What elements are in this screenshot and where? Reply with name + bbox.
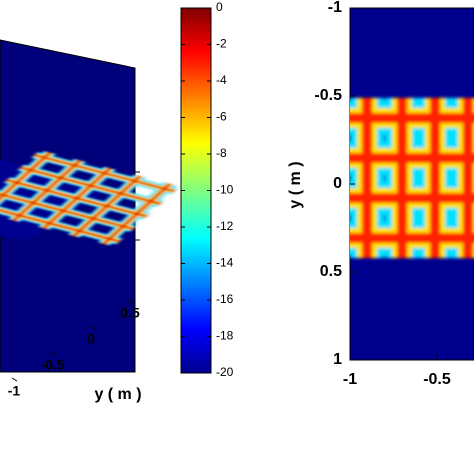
colorbar-tick-label: -16 bbox=[216, 292, 234, 306]
surface-axis-label: y ( m ) bbox=[94, 386, 141, 403]
y-tick-label: 0.5 bbox=[320, 263, 342, 280]
colorbar-tick-label: 0 bbox=[216, 0, 223, 14]
y-tick-label: 0 bbox=[333, 175, 342, 192]
surface-box bbox=[0, 39, 178, 373]
tick-mark bbox=[50, 351, 56, 356]
colorbar-tick-label: -4 bbox=[216, 73, 227, 87]
colorbar-tick-label: -18 bbox=[216, 329, 234, 343]
colorbar-tick-label: -8 bbox=[216, 146, 227, 160]
colorbar-tick-label: -12 bbox=[216, 219, 234, 233]
heatmap-pattern bbox=[350, 98, 474, 258]
axis-tick-label: 0.5 bbox=[120, 305, 140, 321]
y-tick-label: 1 bbox=[333, 351, 342, 368]
colorbar-tick-label: -20 bbox=[216, 365, 234, 379]
colorbar-tick-label: -6 bbox=[216, 110, 227, 124]
x-tick-label: -0.5 bbox=[423, 371, 451, 388]
axis-tick-label: -0.5 bbox=[41, 357, 65, 373]
surface-pattern bbox=[0, 151, 178, 246]
colorbar-tick-label: -14 bbox=[216, 256, 234, 270]
colorbar bbox=[180, 7, 212, 374]
axis-tick-label: -1 bbox=[8, 383, 21, 399]
y-tick-label: -0.5 bbox=[314, 87, 342, 104]
y-tick-label: -1 bbox=[328, 0, 342, 16]
colorbar-tick-label: -10 bbox=[216, 183, 234, 197]
tick-mark bbox=[89, 325, 95, 330]
colorbar-tick-label: -2 bbox=[216, 37, 227, 51]
x-tick-label: -1 bbox=[343, 371, 357, 388]
tick-mark bbox=[127, 299, 134, 304]
tick-mark bbox=[11, 377, 18, 382]
heatmap-ylabel: y ( m ) bbox=[287, 161, 304, 208]
axis-tick-label: 0 bbox=[87, 331, 95, 347]
